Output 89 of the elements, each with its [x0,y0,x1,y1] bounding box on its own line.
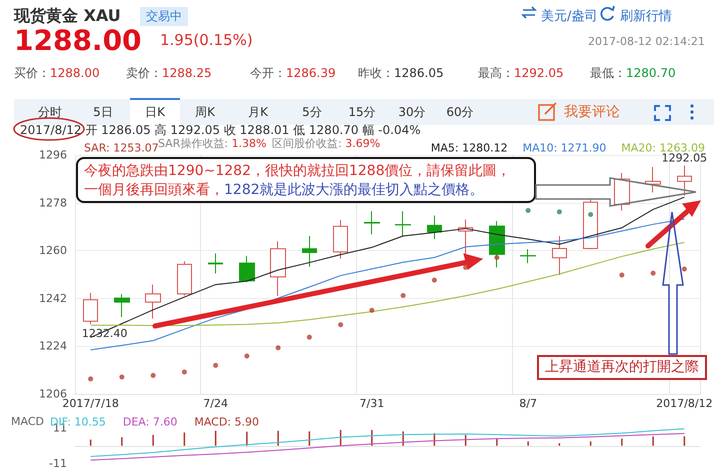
text: 15分 [347,104,377,121]
text: 买价： [14,66,50,80]
candlestick [114,294,130,318]
x-tick-label: 2017/8/12 [656,397,713,410]
candlestick [364,210,380,235]
point [526,208,531,213]
text: 5日 [92,104,114,121]
annotation: 1282就是此波大漲的最佳切入點之價格。 [224,182,484,198]
point [244,354,250,359]
y-tick-label: 1260 [39,244,67,258]
label-box: 上昇通道再次的打開之際 [537,355,707,380]
candlestick [614,172,630,211]
candlestick [270,240,286,297]
text: 2017-08-12 02:14:21 [588,35,705,48]
text: 区间股价收益: 3.69% [272,136,380,151]
candlestick [520,248,536,264]
chart-subtitle: 2017/8/12 开 1286.05 高 1292.05 收 1288.01 低 1280.70 幅 -0.04% [20,122,421,138]
candlestick [302,235,317,268]
text: 刷新行情 [620,8,672,25]
y-tick-label: 1224 [39,340,67,353]
text: MA10: 1271.90 [522,142,606,154]
candlestick [645,166,661,193]
candlestick [239,255,255,283]
text: 我要评论 [564,103,620,121]
point [588,212,594,217]
y-tick-label: 1242 [39,292,67,305]
text: 分时 [37,104,63,121]
y-tick-label: 1296 [39,148,67,162]
point [556,209,562,214]
point [276,345,281,350]
annotation: 一個月後再回頭來看， [84,182,224,198]
point [650,270,656,276]
candlestick [395,210,411,236]
text: DEA: 7.60 [122,416,178,428]
candlestick [83,292,98,324]
x-tick-label: 7/24 [203,397,228,410]
candlestick [208,253,223,274]
point [369,308,374,313]
text: SAR操作收益: 1.38% [158,136,267,151]
annotation: 今夜的急跌由1290~1282，很快的就拉回1288價位，請保留此圖， [84,162,512,181]
text: 1288.00 [50,66,100,80]
text: 卖价：1288.25 [126,66,212,80]
text: 1.95(0.15%) [160,31,253,49]
text: 周K [194,104,216,121]
text: SAR: 1253.07 [84,142,159,154]
text: 最低：1280.70 [590,66,676,80]
point [494,255,500,260]
point [432,278,437,283]
point [213,362,218,368]
candlestick [333,220,348,260]
candlestick [489,220,505,268]
x-tick-label: 8/7 [519,397,537,410]
text: 1288.00 [14,24,142,57]
text: 5分 [301,104,323,121]
point [150,372,156,378]
candlestick [145,284,161,320]
line-series [90,242,685,326]
text: 月K [247,104,269,121]
text: 30分 [397,104,427,121]
text: MA5: 1280.12 [430,142,508,154]
callout-box: 今夜的急跌由1290~1282，很快的就拉回1288價位，請保留此圖， 一個月後再回頭來看，1282就是此波大漲的最佳切入點之價格。 [76,157,536,203]
text: 交易中 [140,7,188,26]
series-label: MACD: 5.90 [194,416,259,428]
text: 昨收：1286.05 [358,66,444,80]
line-series [90,428,685,458]
point [400,292,406,298]
text: 日K [144,104,166,121]
candlestick [427,215,442,240]
point [306,334,312,340]
point [182,369,187,374]
chart-title: 现货黄金 XAU [14,6,121,27]
candlestick [677,164,692,196]
point [682,266,687,272]
candlestick [177,260,192,296]
text: 美元/盎司 [541,8,598,25]
point [619,272,624,278]
y-tick-label: 1278 [39,196,67,210]
point [338,322,344,328]
y-tick-label: -11 [49,457,67,469]
text: 今开：1286.39 [250,66,336,80]
candlestick [552,235,567,276]
x-tick-label: 7/31 [360,397,384,410]
candlestick [583,199,598,250]
line-series [90,432,685,461]
text: 60分 [445,104,475,121]
chart-title: MACD [11,415,44,428]
point [88,376,94,382]
text: 最高：1292.05 [478,66,564,80]
point [119,374,124,380]
